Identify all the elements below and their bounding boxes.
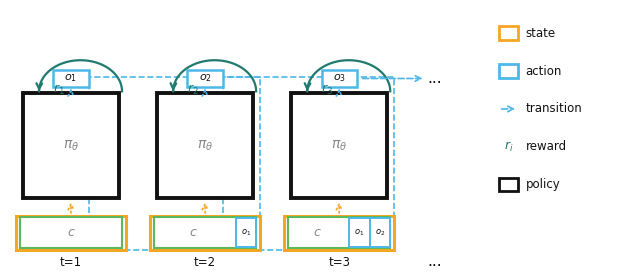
Text: $o_{2}$: $o_{2}$ <box>375 227 385 238</box>
Bar <box>499 64 518 78</box>
Bar <box>288 217 390 248</box>
Text: action: action <box>525 64 562 78</box>
Text: reward: reward <box>525 140 567 153</box>
Text: ...: ... <box>428 71 442 86</box>
Bar <box>88 77 260 250</box>
Text: policy: policy <box>525 178 561 191</box>
Bar <box>321 70 356 87</box>
Text: $o_{2}$: $o_{2}$ <box>198 73 212 84</box>
Text: $r_{1}$: $r_{1}$ <box>53 83 65 97</box>
Text: t=1: t=1 <box>60 256 82 268</box>
Text: $r_{2}$: $r_{2}$ <box>187 83 199 97</box>
Text: $r_{3}$: $r_{3}$ <box>321 83 333 97</box>
Text: $\pi_\theta$: $\pi_\theta$ <box>197 138 213 153</box>
Bar <box>188 70 223 87</box>
Text: $\pi_\theta$: $\pi_\theta$ <box>63 138 79 153</box>
Text: $o_{3}$: $o_{3}$ <box>333 73 346 84</box>
Bar <box>223 77 394 250</box>
Text: $o_{1}$: $o_{1}$ <box>241 227 251 238</box>
Bar <box>157 93 253 198</box>
Text: c: c <box>67 226 74 239</box>
Text: $r_i$: $r_i$ <box>504 140 513 154</box>
Bar <box>150 215 260 250</box>
Text: ...: ... <box>428 254 442 268</box>
Text: $\pi_\theta$: $\pi_\theta$ <box>331 138 348 153</box>
Text: $o_{1}$: $o_{1}$ <box>65 73 77 84</box>
Bar <box>16 215 126 250</box>
Bar <box>236 218 256 247</box>
Bar <box>349 218 370 247</box>
Bar <box>154 217 256 248</box>
Text: state: state <box>525 27 556 40</box>
Bar <box>284 215 394 250</box>
Bar <box>20 217 122 248</box>
Bar <box>499 26 518 40</box>
Bar <box>23 93 119 198</box>
Text: t=2: t=2 <box>194 256 216 268</box>
Text: c: c <box>190 226 196 239</box>
Text: c: c <box>314 226 321 239</box>
Text: t=3: t=3 <box>328 256 350 268</box>
Bar <box>499 178 518 191</box>
Text: transition: transition <box>525 103 582 115</box>
Bar <box>370 218 390 247</box>
Bar <box>53 70 88 87</box>
Text: $o_{1}$: $o_{1}$ <box>355 227 365 238</box>
Bar <box>291 93 387 198</box>
